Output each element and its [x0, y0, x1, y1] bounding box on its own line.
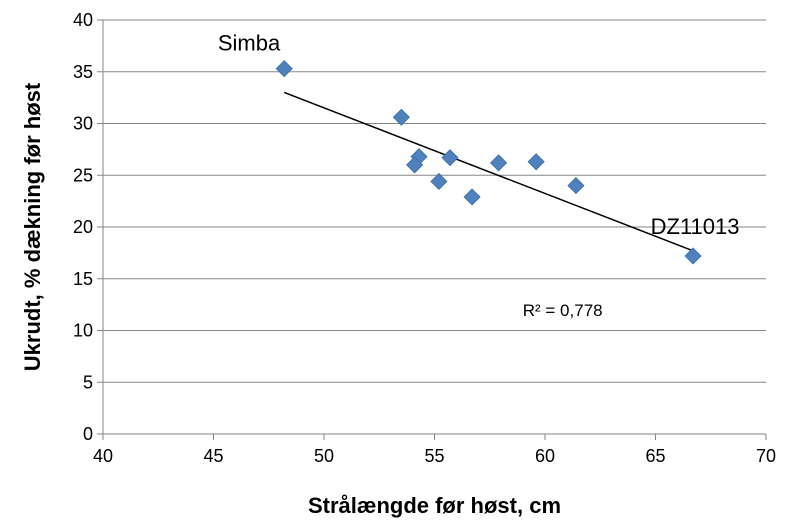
data-point	[527, 153, 545, 171]
data-point	[684, 247, 702, 265]
data-point	[430, 172, 448, 191]
x-tick-label: 40	[93, 446, 113, 466]
x-tick-label: 65	[645, 446, 665, 466]
x-tick-label: 55	[424, 446, 444, 466]
data-point	[275, 60, 293, 78]
y-tick-label: 15	[73, 269, 93, 289]
data-point	[441, 149, 459, 167]
x-tick-label: 60	[535, 446, 555, 466]
y-tick-label: 30	[73, 114, 93, 134]
data-point	[392, 108, 410, 126]
gridlines	[103, 19, 766, 383]
trendline	[283, 91, 694, 252]
r-squared-label: R² = 0,778	[523, 301, 603, 320]
x-axis-title: Strålængde før høst, cm	[308, 493, 561, 518]
x-tick-label: 45	[203, 446, 223, 466]
y-tick-label: 10	[73, 321, 93, 341]
x-tick-label: 50	[314, 446, 334, 466]
y-tick-label: 40	[73, 10, 93, 30]
y-tick-label: 35	[73, 62, 93, 82]
y-tick-label: 25	[73, 165, 93, 185]
annotation-dz11013: DZ11013	[651, 214, 740, 239]
data-point	[463, 188, 481, 206]
y-axis-ticks: 0 5 10 15 20 25 30 35 40	[73, 10, 103, 444]
x-axis-ticks: 40 45 50 55 60 65 70	[93, 434, 776, 466]
y-tick-label: 5	[83, 372, 93, 392]
data-point	[490, 154, 508, 172]
annotations: Simba DZ11013 R² = 0,778	[218, 31, 740, 320]
data-point	[567, 177, 585, 195]
data-points	[275, 60, 702, 265]
data-point	[406, 156, 424, 174]
y-axis-title: Ukrudt, % dækning før høst	[20, 82, 45, 371]
annotation-simba: Simba	[218, 31, 281, 56]
y-tick-label: 20	[73, 217, 93, 237]
x-tick-label: 70	[756, 446, 776, 466]
y-tick-label: 0	[83, 424, 93, 444]
